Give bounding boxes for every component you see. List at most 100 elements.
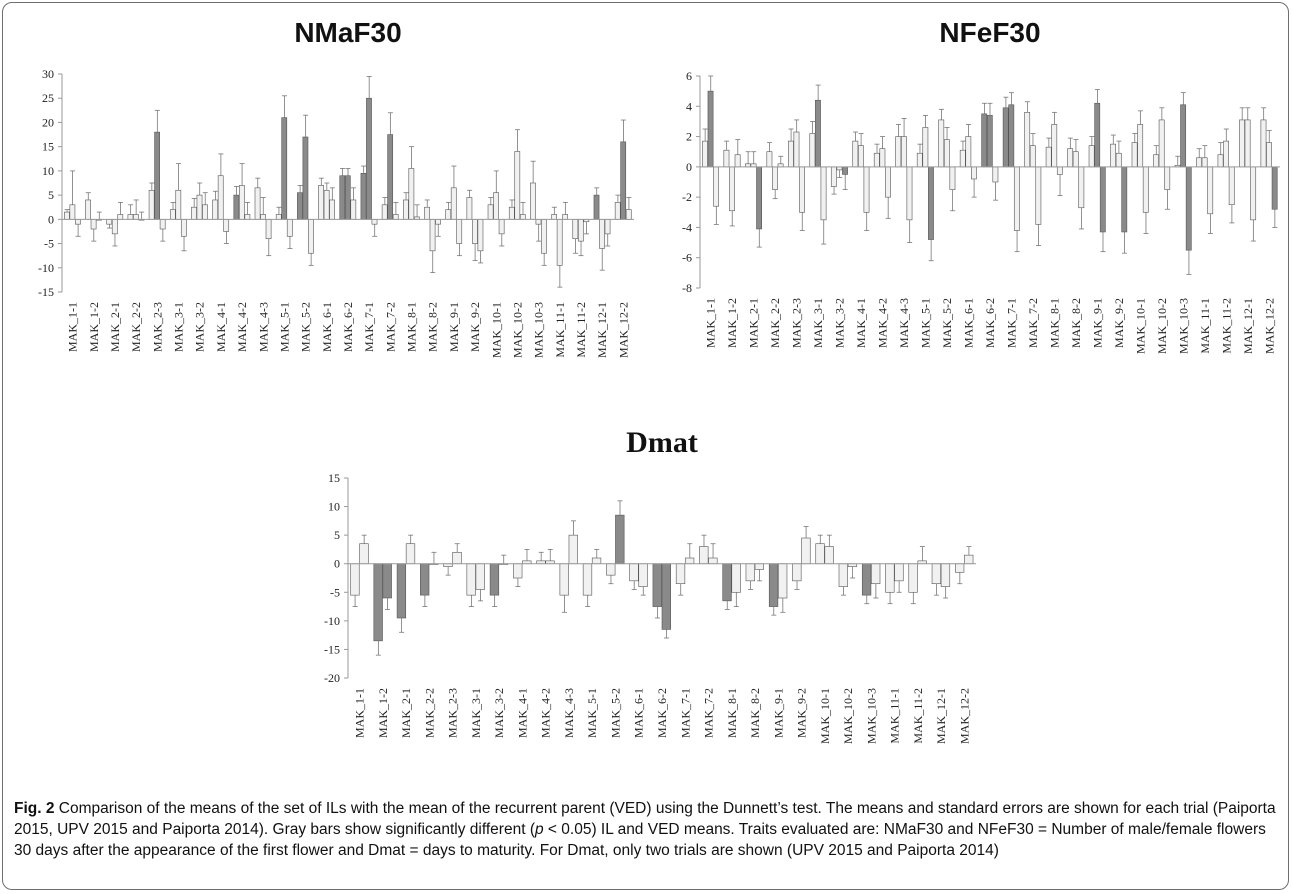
figure-caption: Fig. 2 Comparison of the means of the se… xyxy=(14,798,1279,861)
bar xyxy=(318,185,324,220)
bar xyxy=(408,168,415,220)
bar xyxy=(1035,166,1042,225)
bar xyxy=(1260,119,1267,168)
category-label: MAK_3-2 xyxy=(833,298,847,348)
caption-text: Comparison of the means of the set of IL… xyxy=(14,800,1276,838)
bar xyxy=(661,563,671,630)
bar xyxy=(879,148,886,168)
category-label: MAK_9-2 xyxy=(468,302,482,352)
bar xyxy=(959,149,966,168)
category-label: MAK_4-1 xyxy=(854,298,868,348)
bar xyxy=(614,202,621,220)
bar xyxy=(117,214,124,220)
bar xyxy=(148,189,155,220)
bar xyxy=(1121,166,1128,233)
bar xyxy=(281,117,288,220)
bar xyxy=(541,219,547,254)
category-label: MAK_10-2 xyxy=(1155,298,1169,354)
bar xyxy=(392,214,399,220)
bar xyxy=(756,166,762,230)
category-label: MAK_10-1 xyxy=(1133,298,1147,354)
bar xyxy=(638,563,648,587)
category-label: MAK_2-2 xyxy=(422,688,436,738)
category-label: MAK_2-1 xyxy=(747,298,761,348)
bar xyxy=(873,152,880,168)
bar xyxy=(931,563,942,585)
bar xyxy=(1045,146,1052,168)
bar xyxy=(591,557,602,565)
bar xyxy=(815,543,825,565)
bar xyxy=(359,543,369,565)
bar xyxy=(159,219,166,230)
bar xyxy=(842,166,848,175)
chart-nmaf30: NMaF30 30 25 20 15 10 5 0 -5 -10 -15 MAK_1-1 MAK_1-2… xyxy=(38,17,634,358)
category-label: MAK_11-2 xyxy=(911,688,925,744)
bar xyxy=(745,563,755,582)
y-tick-label: 25 xyxy=(42,91,54,105)
bar xyxy=(965,136,972,168)
bar xyxy=(615,514,625,565)
bar xyxy=(472,219,478,244)
category-label: MAK_4-3 xyxy=(897,298,911,348)
y-tick-label: 10 xyxy=(328,500,340,514)
bar xyxy=(1131,142,1138,168)
bar xyxy=(1008,104,1015,168)
category-label: MAK_5-2 xyxy=(299,302,313,352)
bar xyxy=(323,189,330,220)
bar xyxy=(223,219,230,232)
bar xyxy=(1072,151,1079,168)
bar xyxy=(329,199,335,220)
category-label: MAK_12-2 xyxy=(616,302,630,358)
y-tick-label: -15 xyxy=(38,285,54,299)
bar xyxy=(792,563,802,582)
y-tick-label: -4 xyxy=(682,220,692,234)
category-label: MAK_2-3 xyxy=(150,302,164,352)
y-tick-label: -5 xyxy=(44,237,54,251)
bar xyxy=(793,131,800,168)
category-label: MAK_2-2 xyxy=(768,298,782,348)
category-label: MAK_2-3 xyxy=(446,688,460,738)
chart-nfef30: NFeF30 6 4 2 0 -2 -4 -6 -8 MAK_1-1 MAK_1-2 MAK_2-1 M… xyxy=(682,17,1280,354)
bar xyxy=(1051,124,1058,168)
bar xyxy=(1067,148,1074,168)
bar xyxy=(1110,143,1117,168)
category-label: MAK_3-1 xyxy=(469,688,483,738)
bar xyxy=(85,199,91,220)
category-label: MAK_1-2 xyxy=(725,298,739,348)
category-label: MAK_6-2 xyxy=(655,688,669,738)
bar xyxy=(302,136,309,220)
bar xyxy=(734,154,741,168)
y-tick-label: 0 xyxy=(48,212,54,226)
bar xyxy=(577,219,584,242)
y-tick-label: 5 xyxy=(48,188,54,202)
bar xyxy=(106,219,113,225)
bar xyxy=(254,187,261,220)
y-tick-label: -10 xyxy=(324,614,340,628)
bar xyxy=(1164,166,1171,190)
bar xyxy=(111,219,118,235)
bar xyxy=(233,194,240,220)
category-label: MAK_6-1 xyxy=(320,302,334,352)
bar xyxy=(938,119,945,168)
category-label: MAK_10-2 xyxy=(510,302,524,358)
bar xyxy=(943,139,950,168)
bar xyxy=(986,115,993,168)
bar xyxy=(906,166,913,221)
category-label: MAK_1-2 xyxy=(376,688,390,738)
category-label: MAK_10-1 xyxy=(489,302,503,358)
bar xyxy=(722,563,732,602)
bar xyxy=(477,219,484,252)
bar xyxy=(981,113,988,168)
y-tick-label: 2 xyxy=(686,130,692,144)
category-label: MAK_8-1 xyxy=(1047,298,1061,348)
chart-title: Dmat xyxy=(626,426,698,459)
bar xyxy=(344,175,351,220)
caption-label: Fig. 2 xyxy=(14,800,55,817)
bar xyxy=(1013,166,1020,231)
bar xyxy=(838,563,848,587)
category-label: MAK_7-1 xyxy=(678,688,692,738)
category-label: MAK_11-2 xyxy=(1219,298,1233,354)
category-label: MAK_6-2 xyxy=(983,298,997,348)
y-tick-label: 0 xyxy=(334,557,340,571)
